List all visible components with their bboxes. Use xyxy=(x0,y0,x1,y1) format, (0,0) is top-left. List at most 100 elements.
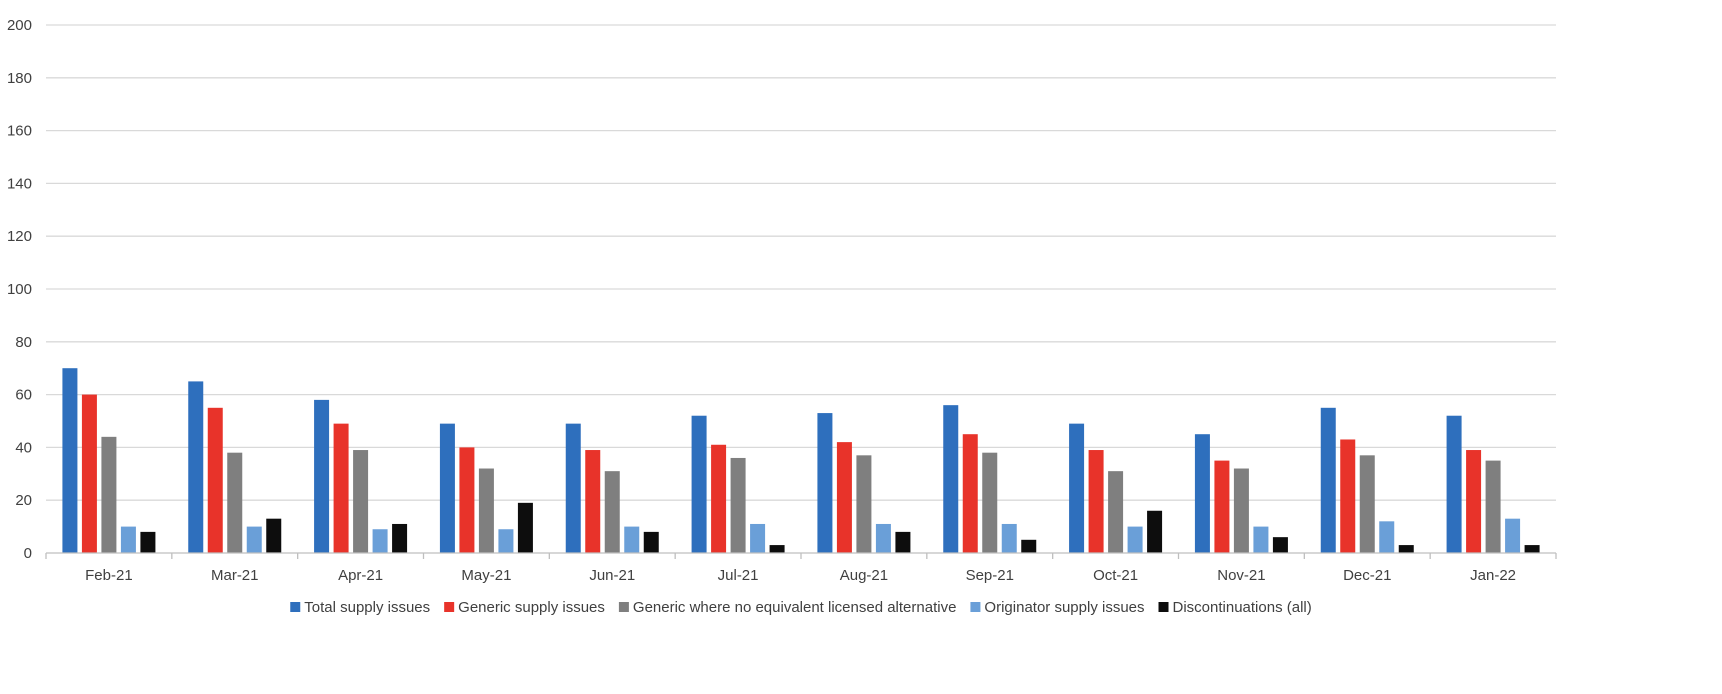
bar-generic-where-no-equivalent-licensed-alternative-jan-22 xyxy=(1485,460,1501,553)
y-tick-label: 100 xyxy=(7,281,32,298)
bar-originator-supply-issues-may-21 xyxy=(498,529,514,553)
x-tick-label: Oct-21 xyxy=(1093,567,1138,584)
bar-discontinuations-all-mar-21 xyxy=(266,518,282,553)
bar-generic-supply-issues-feb-21 xyxy=(81,394,97,553)
bar-originator-supply-issues-dec-21 xyxy=(1379,521,1395,553)
bar-discontinuations-all-jan-22 xyxy=(1524,545,1540,553)
x-tick-label: Mar-21 xyxy=(211,567,259,584)
bar-originator-supply-issues-apr-21 xyxy=(372,529,388,553)
legend-swatch xyxy=(970,602,981,612)
legend-label: Total supply issues xyxy=(304,599,430,616)
bar-generic-supply-issues-dec-21 xyxy=(1340,439,1356,553)
legend-item-generic-where-no-equivalent-licensed-alternative: Generic where no equivalent licensed alt… xyxy=(618,599,957,616)
x-tick-label: Nov-21 xyxy=(1217,567,1265,584)
bar-generic-where-no-equivalent-licensed-alternative-mar-21 xyxy=(227,452,243,553)
bar-total-supply-issues-jul-21 xyxy=(691,415,707,553)
bar-generic-where-no-equivalent-licensed-alternative-apr-21 xyxy=(353,450,369,553)
bar-generic-where-no-equivalent-licensed-alternative-jul-21 xyxy=(730,457,746,553)
bar-total-supply-issues-apr-21 xyxy=(314,399,330,553)
bar-discontinuations-all-apr-21 xyxy=(392,523,408,553)
x-axis-tick-labels: Feb-21 Mar-21 Apr-21 May-21 Jun-21 Jul-21 Aug-… xyxy=(85,567,1516,584)
bar-generic-supply-issues-mar-21 xyxy=(207,407,223,553)
x-tick-label: May-21 xyxy=(461,567,511,584)
bar-originator-supply-issues-jun-21 xyxy=(624,526,640,553)
bar-generic-supply-issues-jul-21 xyxy=(711,444,727,553)
bar-generic-where-no-equivalent-licensed-alternative-aug-21 xyxy=(856,455,872,553)
bar-discontinuations-all-oct-21 xyxy=(1147,510,1163,553)
legend-label: Discontinuations (all) xyxy=(1173,599,1312,616)
y-tick-label: 180 xyxy=(7,70,32,87)
legend-item-total-supply-issues: Total supply issues xyxy=(290,599,430,616)
bar-generic-where-no-equivalent-licensed-alternative-feb-21 xyxy=(101,436,117,553)
legend-item-originator-supply-issues: Originator supply issues xyxy=(970,599,1145,616)
bar-generic-supply-issues-apr-21 xyxy=(333,423,349,553)
bar-generic-where-no-equivalent-licensed-alternative-sep-21 xyxy=(982,452,998,553)
y-tick-label: 40 xyxy=(15,439,32,456)
bar-total-supply-issues-jun-21 xyxy=(565,423,581,553)
legend-swatch xyxy=(618,602,629,612)
bar-discontinuations-all-may-21 xyxy=(517,502,533,553)
bar-originator-supply-issues-nov-21 xyxy=(1253,526,1269,553)
legend: Total supply issues Generic supply issues… xyxy=(290,599,1312,616)
legend-label: Originator supply issues xyxy=(984,599,1144,616)
legend-swatch xyxy=(290,602,301,612)
bar-discontinuations-all-jun-21 xyxy=(643,531,659,553)
legend-swatch xyxy=(444,602,455,612)
legend-swatch xyxy=(1158,602,1169,612)
bar-total-supply-issues-aug-21 xyxy=(817,413,833,553)
bar-originator-supply-issues-oct-21 xyxy=(1127,526,1143,553)
y-tick-label: 200 xyxy=(7,17,32,34)
bar-generic-where-no-equivalent-licensed-alternative-oct-21 xyxy=(1108,471,1124,553)
bar-generic-where-no-equivalent-licensed-alternative-jun-21 xyxy=(604,471,620,553)
bar-originator-supply-issues-sep-21 xyxy=(1001,523,1017,553)
legend-label: Generic where no equivalent licensed alt… xyxy=(633,599,957,616)
y-tick-label: 60 xyxy=(15,387,32,404)
y-tick-label: 160 xyxy=(7,123,32,140)
bar-discontinuations-all-nov-21 xyxy=(1272,537,1288,553)
gridlines xyxy=(46,24,1556,501)
bar-generic-supply-issues-sep-21 xyxy=(962,434,978,553)
x-tick-label: Jan-22 xyxy=(1470,567,1516,584)
bar-discontinuations-all-dec-21 xyxy=(1398,545,1414,553)
y-tick-label: 80 xyxy=(15,334,32,351)
legend-item-discontinuations-all: Discontinuations (all) xyxy=(1158,599,1312,616)
x-tick-label: Aug-21 xyxy=(840,567,888,584)
x-tick-label: Dec-21 xyxy=(1343,567,1391,584)
bar-discontinuations-all-aug-21 xyxy=(895,531,911,553)
bar-total-supply-issues-jan-22 xyxy=(1446,415,1462,553)
y-tick-label: 0 xyxy=(24,545,32,562)
bar-total-supply-issues-nov-21 xyxy=(1194,434,1210,553)
bar-originator-supply-issues-mar-21 xyxy=(246,526,262,553)
x-axis xyxy=(45,552,1557,559)
bar-generic-supply-issues-aug-21 xyxy=(836,442,852,553)
bar-total-supply-issues-may-21 xyxy=(439,423,455,553)
bar-total-supply-issues-dec-21 xyxy=(1320,407,1336,553)
bar-generic-where-no-equivalent-licensed-alternative-may-21 xyxy=(478,468,494,553)
y-tick-label: 120 xyxy=(7,228,32,245)
bar-total-supply-issues-sep-21 xyxy=(943,405,959,553)
y-tick-label: 20 xyxy=(15,492,32,509)
bar-generic-where-no-equivalent-licensed-alternative-nov-21 xyxy=(1233,468,1249,553)
bar-discontinuations-all-jul-21 xyxy=(769,545,785,553)
bar-total-supply-issues-mar-21 xyxy=(188,381,204,553)
bar-originator-supply-issues-jul-21 xyxy=(750,523,766,553)
bar-total-supply-issues-feb-21 xyxy=(62,368,78,553)
bar-originator-supply-issues-aug-21 xyxy=(875,523,891,553)
bar-discontinuations-all-sep-21 xyxy=(1021,539,1037,553)
bar-originator-supply-issues-jan-22 xyxy=(1505,518,1521,553)
bars xyxy=(62,368,1540,553)
x-tick-label: Feb-21 xyxy=(85,567,133,584)
bar-generic-supply-issues-jun-21 xyxy=(585,450,601,553)
x-tick-label: Sep-21 xyxy=(966,567,1014,584)
x-tick-label: Jul-21 xyxy=(718,567,759,584)
legend-label: Generic supply issues xyxy=(458,599,605,616)
bar-originator-supply-issues-feb-21 xyxy=(120,526,136,553)
bar-generic-supply-issues-nov-21 xyxy=(1214,460,1230,553)
bar-generic-where-no-equivalent-licensed-alternative-dec-21 xyxy=(1359,455,1375,553)
bar-total-supply-issues-oct-21 xyxy=(1069,423,1085,553)
bar-generic-supply-issues-oct-21 xyxy=(1088,450,1104,553)
y-axis-tick-labels: 0 20 40 60 80 100 120 140 160 180 200 xyxy=(7,17,32,562)
bar-discontinuations-all-feb-21 xyxy=(140,531,156,553)
